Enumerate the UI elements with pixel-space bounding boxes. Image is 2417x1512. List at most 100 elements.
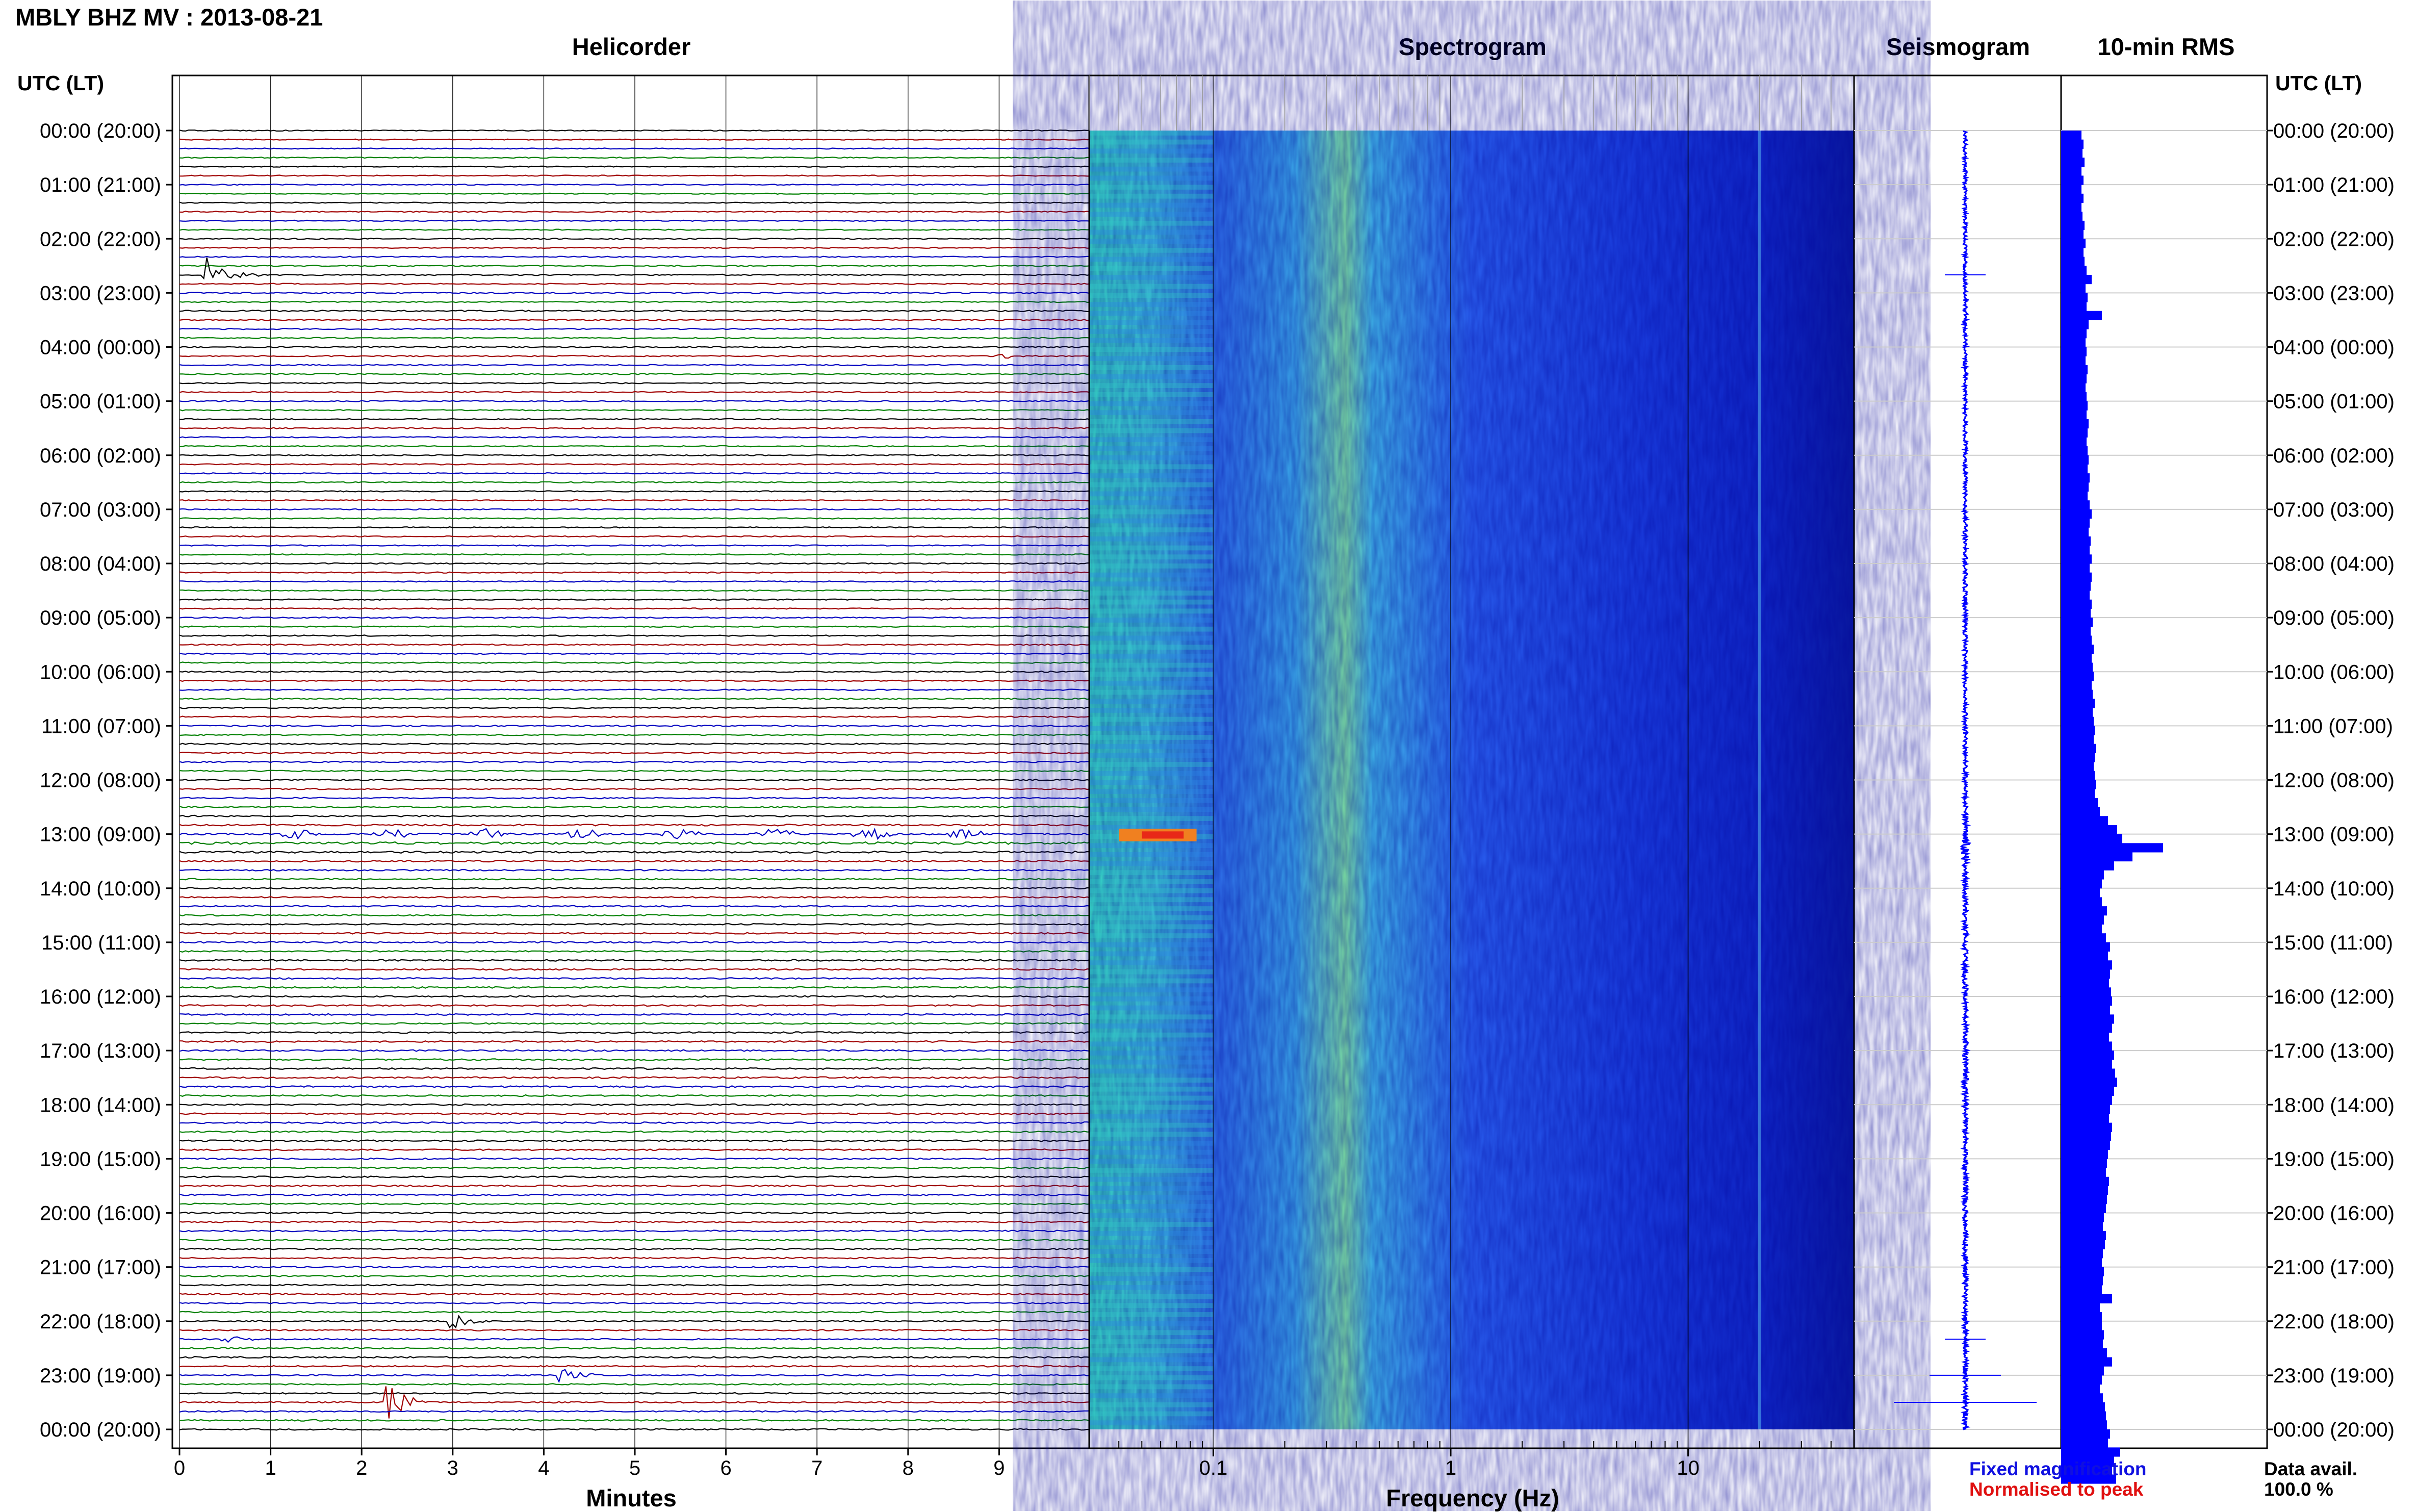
time-label-right: 10:00 (06:00) (2273, 661, 2395, 683)
spectrogram-row-band (1089, 1411, 1214, 1417)
rms-bar (2061, 708, 2093, 717)
rms-bar (2061, 437, 2087, 447)
time-label-left: 14:00 (10:00) (40, 878, 161, 900)
rms-bar (2061, 1294, 2112, 1303)
time-label-left: 09:00 (05:00) (40, 607, 161, 629)
spectrogram-row-band (1089, 212, 1214, 217)
helicorder-trace (179, 463, 1091, 466)
helicorder-trace (179, 535, 1091, 538)
spectrogram-row-band (1089, 1059, 1214, 1065)
rms-bar (2061, 1321, 2102, 1330)
spectrogram-row-band (1089, 798, 1214, 803)
helicorder-trace (179, 1419, 1091, 1422)
spectrogram-row-band (1089, 1095, 1214, 1101)
spectrogram-row-band (1089, 1222, 1214, 1227)
helicorder-trace (179, 1383, 1091, 1386)
spectrogram-row-band (1089, 320, 1214, 325)
helicorder-xlabel: Minutes (586, 1484, 677, 1511)
time-label-right: 09:00 (05:00) (2273, 607, 2395, 629)
helicorder-panel: 0 1 2 3 4 5 6 7 8 9 (171, 74, 1091, 1479)
helicorder-trace (179, 1247, 1090, 1250)
spectrogram-row-band (1089, 1113, 1214, 1119)
spectrogram-row-band (1089, 329, 1214, 334)
rms-bar (2061, 392, 2087, 402)
helicorder-trace (179, 661, 1091, 664)
spectrogram-row-band (1089, 266, 1214, 271)
helicorder-trace (179, 1239, 1091, 1242)
helicorder-trace (179, 589, 1091, 592)
helicorder-trace (179, 598, 1091, 601)
rms-bar (2061, 1366, 2104, 1376)
rms-bar (2061, 500, 2090, 510)
spectrogram-row-band (1089, 518, 1214, 524)
helicorder-trace (179, 201, 1091, 204)
spectrogram-row-band (1089, 302, 1214, 307)
time-label-right: 22:00 (18:00) (2273, 1311, 2395, 1333)
helicorder-trace (179, 1148, 1091, 1151)
helicorder-trace (179, 670, 1091, 673)
helicorder-trace (179, 364, 1091, 367)
spectrogram-row-band (1089, 239, 1214, 244)
spectrogram-row-band (1089, 825, 1214, 830)
spectrogram-row-band (1089, 419, 1214, 424)
spectrogram-row-band (1089, 1032, 1214, 1038)
helicorder-trace (179, 310, 1090, 313)
helicorder-tick-label: 9 (993, 1457, 1005, 1479)
helicorder-trace (179, 760, 1091, 763)
rms-bar (2061, 599, 2092, 609)
spectrogram-row-band (1089, 401, 1214, 406)
helicorder-trace (179, 1293, 1091, 1296)
rms-bar (2061, 888, 2100, 898)
rms-bar (2061, 1213, 2104, 1222)
helicorder-trace (179, 679, 1091, 682)
rms-bar (2061, 131, 2081, 140)
helicorder-trace (179, 138, 1091, 141)
helicorder-trace (179, 1336, 1091, 1343)
rms-bar (2061, 726, 2095, 735)
spectrogram-row-band (1089, 509, 1214, 515)
rms-bar (2061, 951, 2108, 961)
spectrogram-row-band (1089, 1348, 1214, 1353)
helicorder-trace (179, 634, 1091, 637)
rms-bar (2061, 383, 2086, 393)
helicorder-trace (179, 1058, 1091, 1061)
helicorder-trace (179, 986, 1091, 989)
spectrogram-row-band (1089, 175, 1214, 181)
helicorder-trace (179, 246, 1091, 249)
time-label-right: 06:00 (02:00) (2273, 445, 2395, 467)
helicorder-trace (179, 860, 1091, 863)
helicorder-trace (179, 156, 1091, 159)
helicorder-trace (179, 346, 1091, 348)
spectrogram-tick-label: 1 (1445, 1457, 1456, 1479)
rms-bar (2061, 1276, 2103, 1286)
helicorder-trace (179, 337, 1091, 339)
seismogram-panel (1853, 74, 2062, 1449)
legend-fixed-magnification: Fixed magnification (1969, 1458, 2147, 1479)
rms-bar (2061, 202, 2081, 212)
helicorder-trace (179, 1220, 1091, 1223)
rms-bar (2061, 464, 2088, 474)
helicorder-trace (179, 508, 1091, 511)
helicorder-trace (179, 923, 1091, 926)
helicorder-trace (179, 1347, 1091, 1350)
helicorder-trace (179, 814, 1091, 817)
helicorder-trace (179, 1369, 1091, 1383)
rms-bar (2061, 591, 2090, 600)
rms-bar (2061, 491, 2088, 501)
spectrogram-row-band (1089, 1330, 1214, 1336)
rms-bar (2061, 1447, 2120, 1457)
rms-bar (2061, 1203, 2106, 1213)
panel-title-spectrogram: Spectrogram (1399, 33, 1547, 60)
helicorder-trace (179, 697, 1091, 700)
time-label-left: 15:00 (11:00) (41, 932, 161, 954)
helicorder-trace (179, 715, 1091, 718)
time-label-right: 07:00 (03:00) (2273, 499, 2395, 521)
rms-bar (2061, 220, 2085, 230)
rms-bar (2061, 1375, 2102, 1385)
helicorder-trace (179, 643, 1091, 646)
rms-bar (2061, 735, 2094, 745)
spectrogram-row-band (1089, 1050, 1214, 1056)
rms-bar (2061, 1086, 2114, 1096)
helicorder-trace (179, 1428, 1091, 1431)
time-label-left: 23:00 (19:00) (40, 1365, 161, 1387)
